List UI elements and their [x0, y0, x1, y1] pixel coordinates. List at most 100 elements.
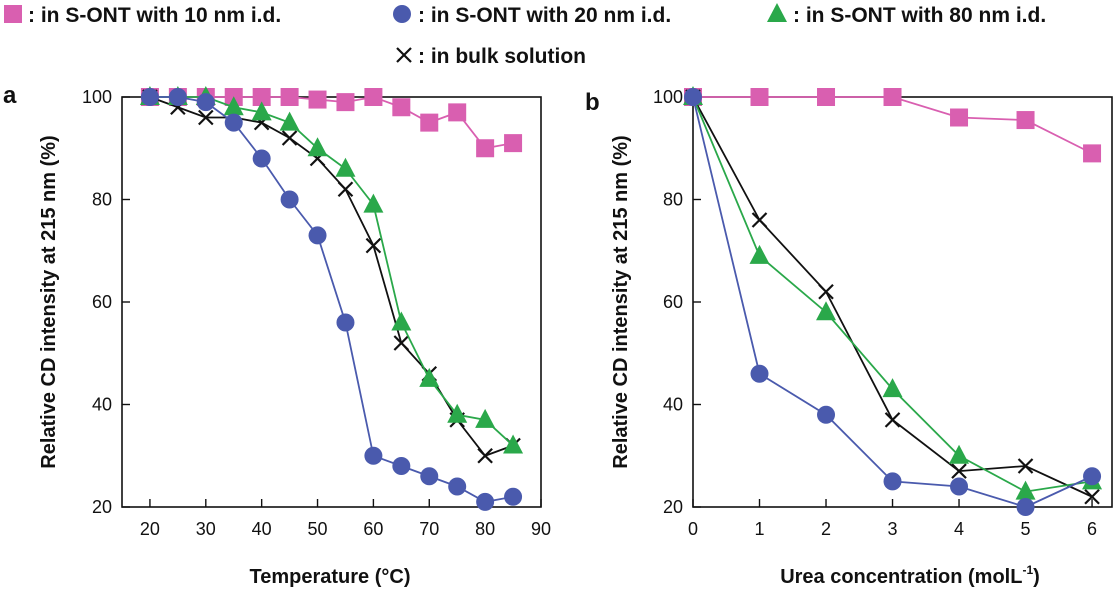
data-point — [477, 447, 493, 464]
data-point — [223, 96, 244, 116]
data-point — [817, 88, 836, 106]
data-point — [504, 487, 523, 506]
panel-label: b — [585, 89, 600, 116]
legend-label: : in S-ONT with 10 nm i.d. — [28, 4, 281, 27]
data-point — [1016, 498, 1035, 516]
legend-label: : in bulk solution — [418, 45, 586, 68]
data-point — [252, 149, 271, 168]
data-point — [308, 90, 327, 109]
data-point — [280, 88, 299, 106]
x-tick-label: 0 — [688, 519, 698, 539]
data-point — [363, 193, 384, 213]
data-point — [196, 93, 215, 112]
y-tick-label: 20 — [663, 497, 683, 517]
x-axis-title-superscript: -1 — [1022, 563, 1033, 577]
y-tick-label: 100 — [653, 87, 683, 107]
panel-label: a — [3, 82, 17, 109]
data-point — [336, 93, 355, 112]
data-point — [337, 181, 354, 198]
data-point — [1017, 458, 1034, 474]
x-tick-label: 20 — [140, 519, 160, 539]
series-triangle — [139, 86, 524, 454]
data-point — [882, 378, 903, 398]
y-tick-label: 60 — [663, 292, 683, 312]
data-point — [308, 226, 327, 245]
legend-entry: : in S-ONT with 20 nm i.d. — [393, 4, 671, 27]
series-line — [692, 96, 1093, 508]
data-point — [749, 244, 770, 264]
data-point — [140, 88, 159, 106]
legend: : in S-ONT with 10 nm i.d. : in S-ONT wit… — [4, 3, 1046, 68]
legend-marker-square — [4, 5, 22, 23]
x-axis-title: Urea concentration (molL-1) — [780, 563, 1040, 588]
x-tick-label: 70 — [419, 519, 439, 539]
x-tick-label: 80 — [475, 519, 495, 539]
x-axis-title-unit: °C) — [381, 566, 410, 588]
data-point — [883, 472, 902, 491]
legend-marker-circle — [393, 5, 411, 23]
data-point — [168, 88, 187, 106]
data-point — [420, 113, 439, 132]
panel-a-temperature: a 20 40 60 80 100 20 30 40 50 60 70 80 90 Relative CD … — [3, 82, 551, 588]
x-tick-label: 1 — [755, 519, 765, 539]
y-axis-title: Relative CD intensity at 215 nm (%) — [610, 135, 632, 468]
data-point — [391, 311, 412, 331]
data-point — [420, 467, 439, 486]
panel-b-urea: b 20 40 60 80 100 0 1 2 3 4 5 6 Relative CD intensity… — [585, 86, 1113, 588]
y-tick-label: 60 — [92, 292, 112, 312]
data-point — [307, 137, 328, 157]
series-cross — [685, 89, 1100, 505]
data-point — [816, 301, 837, 321]
data-point — [476, 492, 495, 511]
series-circle — [140, 88, 523, 511]
data-point — [883, 88, 902, 106]
x-tick-label: 40 — [252, 519, 272, 539]
legend-label: : in S-ONT with 20 nm i.d. — [418, 4, 671, 27]
data-point — [1083, 467, 1102, 486]
data-point — [280, 190, 299, 209]
data-point — [1084, 488, 1100, 505]
series-line — [692, 96, 1093, 498]
x-tick-label: 5 — [1021, 519, 1031, 539]
series-line — [149, 96, 514, 447]
x-tick-label: 90 — [531, 519, 551, 539]
data-point — [949, 444, 970, 464]
data-point — [252, 88, 271, 106]
x-axis-title-main: Urea concentration (molL — [780, 566, 1022, 588]
data-point — [447, 403, 468, 423]
data-point — [448, 103, 467, 122]
x-tick-label: 50 — [308, 519, 328, 539]
legend-entry: : in S-ONT with 10 nm i.d. — [4, 4, 281, 27]
data-point — [335, 157, 356, 177]
y-tick-label: 80 — [663, 190, 683, 210]
data-point — [393, 335, 410, 351]
data-point — [818, 283, 834, 300]
y-axis-title: Relative CD intensity at 215 nm (%) — [38, 135, 60, 468]
series-line — [692, 96, 1093, 493]
data-point — [884, 412, 901, 428]
x-tick-label: 3 — [888, 519, 898, 539]
data-point — [1083, 144, 1102, 163]
data-point — [392, 98, 411, 117]
series-square — [684, 88, 1102, 163]
legend-entry: : in S-ONT with 80 nm i.d. — [767, 3, 1046, 27]
data-point — [198, 109, 214, 126]
data-point — [364, 88, 383, 106]
y-tick-label: 20 — [92, 497, 112, 517]
data-point — [503, 434, 524, 454]
data-point — [251, 101, 272, 121]
data-point — [750, 364, 769, 383]
x-axis-title-close: ) — [1033, 566, 1040, 588]
y-tick-label: 40 — [92, 395, 112, 415]
data-point — [950, 477, 969, 496]
x-tick-label: 6 — [1087, 519, 1097, 539]
x-axis-title: Temperature (°C) — [250, 566, 411, 588]
y-tick-label: 100 — [82, 87, 112, 107]
data-point — [448, 477, 467, 496]
series-triangle — [683, 86, 1103, 500]
data-point — [1016, 111, 1035, 130]
series-line — [149, 96, 514, 457]
data-point — [419, 367, 440, 387]
x-tick-label: 2 — [821, 519, 831, 539]
